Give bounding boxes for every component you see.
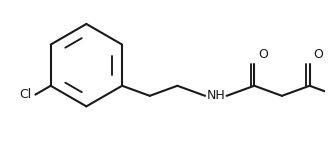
- Text: O: O: [314, 48, 323, 61]
- Text: NH: NH: [207, 89, 226, 102]
- Text: Cl: Cl: [19, 88, 31, 101]
- Text: O: O: [258, 48, 268, 61]
